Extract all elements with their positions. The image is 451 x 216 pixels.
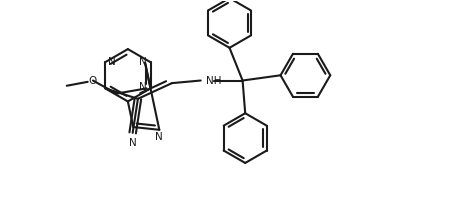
Text: N: N — [155, 132, 163, 142]
Text: N: N — [139, 57, 147, 67]
Text: O: O — [88, 76, 97, 86]
Text: N: N — [139, 82, 147, 92]
Text: N: N — [129, 138, 136, 148]
Text: NH: NH — [206, 76, 221, 86]
Text: N: N — [108, 57, 116, 67]
